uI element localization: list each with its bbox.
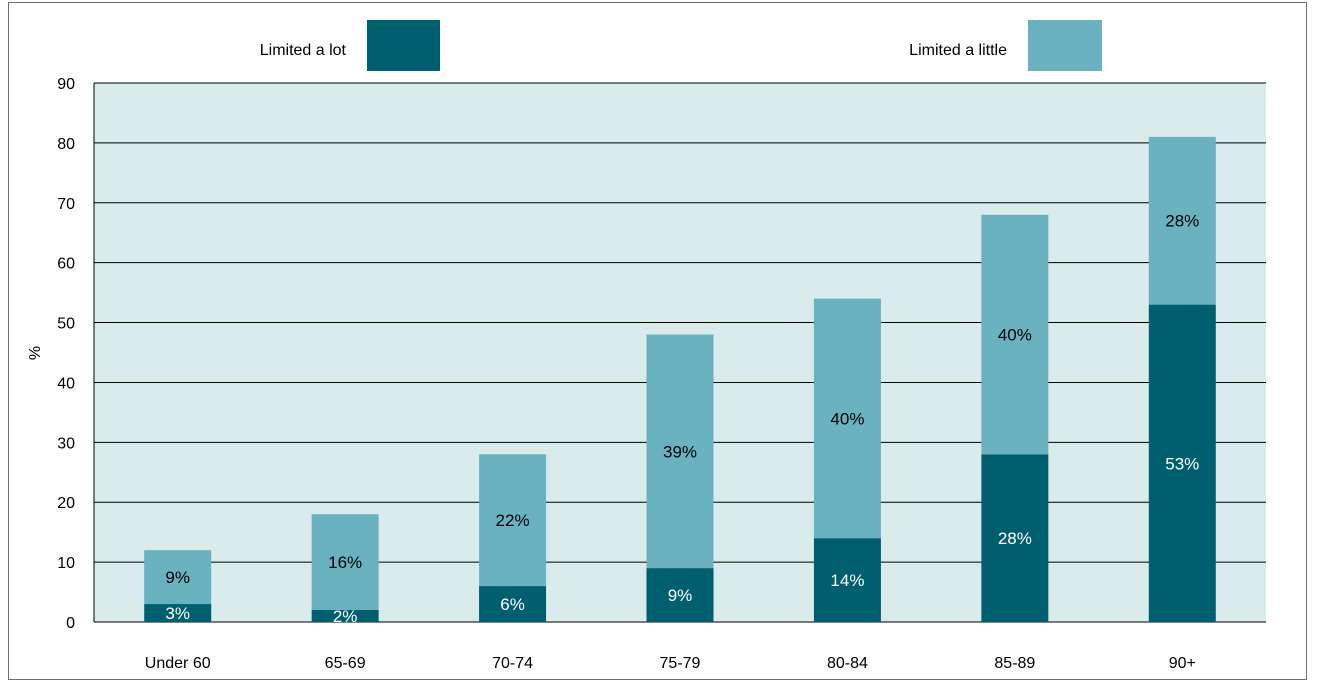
data-label: 16% [328,553,362,572]
y-tick-label: 30 [57,435,75,452]
x-tick-label: 85-89 [994,655,1035,672]
bar-segment [646,334,714,569]
bar-segment [646,568,714,622]
data-label: 3% [165,604,190,623]
y-tick-label: 90 [57,76,75,93]
y-tick-label: 40 [57,375,75,392]
bar-labels: 3% 9% 2% 16% 6% 22% 9% 39% 14% 40% 28% 40% 53% 28% [165,212,1199,626]
legend-label-limited-a-little: Limited a little [909,42,1007,59]
y-axis-label: % [27,346,44,360]
x-tick-label: 75-79 [660,655,701,672]
bar-segment [981,214,1049,455]
x-axis-ticks: Under 60 65-69 70-74 75-79 80-84 85-89 90+ [145,655,1196,672]
legend-label-limited-a-lot: Limited a lot [260,42,347,59]
data-label: 40% [830,409,864,428]
y-tick-label: 80 [57,136,75,153]
data-label: 39% [663,442,697,461]
y-tick-label: 60 [57,256,75,273]
grid-lines [93,82,1266,623]
bar-segment [813,538,881,622]
y-tick-label: 0 [66,615,75,632]
y-tick-label: 70 [57,196,75,213]
bar-segment [479,454,547,587]
data-label: 28% [998,529,1032,548]
bar-segment [311,610,379,622]
data-label: 14% [830,571,864,590]
x-tick-label: 90+ [1169,655,1196,672]
bar-segment [1148,304,1216,622]
data-label: 2% [333,607,358,626]
bar-segment [1148,136,1216,305]
legend: Limited a lot Limited a little [260,20,1102,71]
y-tick-label: 10 [57,555,75,572]
data-label: 40% [998,326,1032,345]
data-label: 53% [1165,454,1199,473]
bar-segment [144,550,212,605]
data-label: 9% [165,568,190,587]
bar-segment [311,514,379,611]
y-axis-ticks: 0 10 20 30 40 50 60 70 80 90 [57,76,75,632]
y-tick-label: 50 [57,316,75,333]
x-tick-label: 70-74 [492,655,533,672]
bars [144,136,1216,622]
data-label: 6% [500,595,525,614]
legend-swatch-limited-a-little [1028,20,1102,71]
bar-segment [479,586,547,622]
legend-swatch-limited-a-lot [367,20,440,71]
data-label: 9% [668,586,693,605]
chart-frame [8,2,1307,680]
data-label: 22% [496,511,530,530]
x-tick-label: 65-69 [325,655,366,672]
data-label: 28% [1165,212,1199,231]
x-tick-label: 80-84 [827,655,868,672]
x-tick-label: Under 60 [145,655,211,672]
bar-segment [144,604,212,622]
bar-segment [981,454,1049,622]
y-tick-label: 20 [57,495,75,512]
bar-segment [813,298,881,539]
